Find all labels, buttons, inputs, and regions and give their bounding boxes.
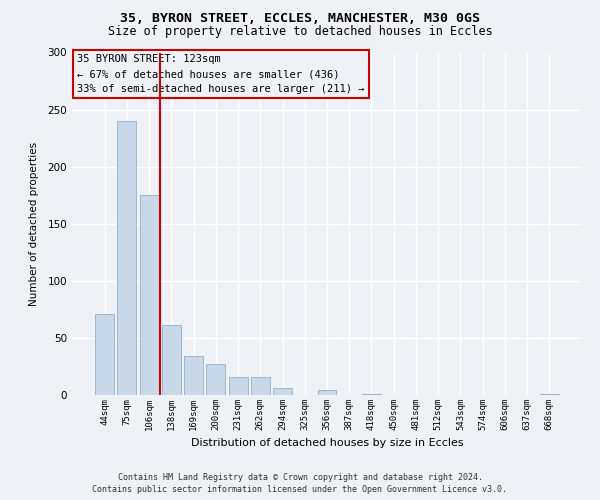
Bar <box>362 394 381 395</box>
Y-axis label: Number of detached properties: Number of detached properties <box>29 142 39 306</box>
Bar <box>206 364 225 395</box>
Bar <box>273 388 292 395</box>
Text: Contains HM Land Registry data © Crown copyright and database right 2024.
Contai: Contains HM Land Registry data © Crown c… <box>92 472 508 494</box>
Text: 35 BYRON STREET: 123sqm
← 67% of detached houses are smaller (436)
33% of semi-d: 35 BYRON STREET: 123sqm ← 67% of detache… <box>77 54 365 94</box>
Bar <box>140 195 158 395</box>
Bar <box>118 121 136 395</box>
Text: 35, BYRON STREET, ECCLES, MANCHESTER, M30 0GS: 35, BYRON STREET, ECCLES, MANCHESTER, M3… <box>120 12 480 26</box>
Text: Size of property relative to detached houses in Eccles: Size of property relative to detached ho… <box>107 25 493 38</box>
Bar <box>162 326 181 395</box>
X-axis label: Distribution of detached houses by size in Eccles: Distribution of detached houses by size … <box>191 438 463 448</box>
Bar <box>95 314 114 395</box>
Bar <box>251 376 270 395</box>
Bar <box>540 394 559 395</box>
Bar <box>317 390 337 395</box>
Bar <box>229 376 248 395</box>
Bar <box>184 356 203 395</box>
